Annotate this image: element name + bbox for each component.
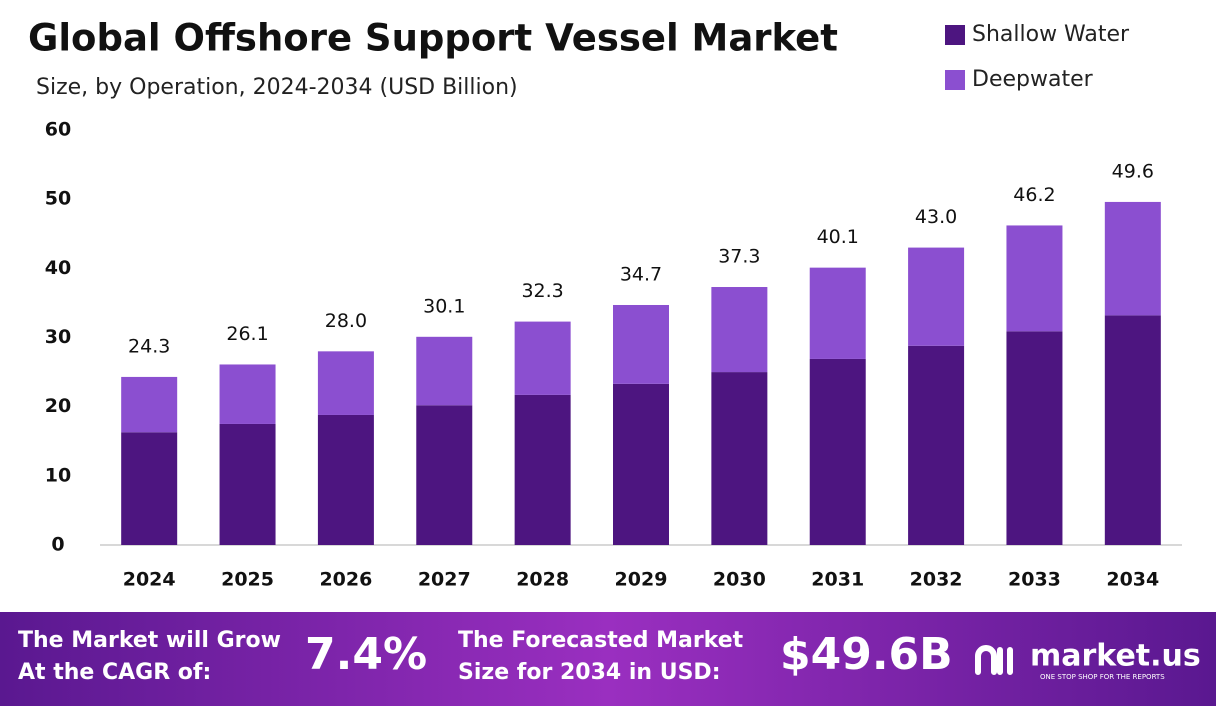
footer-value: $49.6B bbox=[780, 629, 953, 680]
bar-segment bbox=[219, 364, 276, 424]
footer-text: At the CAGR of: bbox=[18, 660, 211, 685]
total-label: 46.2 bbox=[1013, 184, 1055, 206]
bar-segment bbox=[514, 321, 571, 395]
total-label: 30.1 bbox=[423, 295, 465, 317]
footer-text: Size for 2034 in USD: bbox=[458, 660, 721, 685]
bar-segment bbox=[121, 432, 178, 545]
bar-segment bbox=[416, 405, 473, 545]
y-tick-label: 40 bbox=[45, 257, 71, 279]
bar-segment bbox=[219, 423, 276, 545]
y-tick-label: 60 bbox=[45, 119, 71, 141]
bar-segment bbox=[613, 304, 669, 384]
x-tick-label: 2034 bbox=[1106, 569, 1159, 591]
footer-text: The Market will Grow bbox=[18, 628, 281, 653]
x-tick-label: 2033 bbox=[1008, 569, 1061, 591]
bar-segment bbox=[416, 336, 473, 406]
x-tick-label: 2026 bbox=[319, 569, 372, 591]
bar-segment bbox=[809, 358, 866, 545]
total-label: 43.0 bbox=[915, 206, 957, 228]
tagline: ONE STOP SHOP FOR THE REPORTS bbox=[1040, 673, 1165, 681]
total-label: 34.7 bbox=[620, 263, 662, 285]
y-tick-label: 10 bbox=[45, 464, 71, 486]
brand: market.us bbox=[1030, 639, 1201, 674]
total-label: 49.6 bbox=[1112, 160, 1154, 182]
legend-swatch bbox=[945, 25, 965, 45]
total-label: 26.1 bbox=[226, 323, 268, 345]
total-label: 32.3 bbox=[521, 280, 563, 302]
bar-segment bbox=[1006, 225, 1063, 332]
legend-swatch bbox=[945, 70, 965, 90]
total-label: 40.1 bbox=[817, 226, 859, 248]
x-tick-label: 2027 bbox=[418, 569, 471, 591]
chart-title: Global Offshore Support Vessel Market bbox=[28, 17, 838, 60]
total-label: 24.3 bbox=[128, 335, 170, 357]
chart-subtitle: Size, by Operation, 2024-2034 (USD Billi… bbox=[36, 75, 518, 100]
bar-segment bbox=[121, 376, 178, 433]
logo-icon bbox=[975, 645, 1013, 675]
x-tick-label: 2024 bbox=[123, 569, 176, 591]
x-tick-label: 2031 bbox=[811, 569, 864, 591]
footer-value: 7.4% bbox=[305, 629, 427, 680]
bar-segment bbox=[613, 383, 669, 545]
y-tick-label: 30 bbox=[45, 326, 71, 348]
total-label: 37.3 bbox=[718, 246, 760, 268]
bar-segment bbox=[908, 345, 965, 545]
bar-segment bbox=[317, 351, 374, 415]
x-tick-label: 2029 bbox=[615, 569, 668, 591]
legend-label: Deepwater bbox=[972, 67, 1094, 92]
footer-text: The Forecasted Market bbox=[458, 628, 744, 653]
x-tick-label: 2025 bbox=[221, 569, 274, 591]
y-tick-label: 0 bbox=[51, 534, 64, 556]
bar-segment bbox=[809, 267, 866, 359]
bar-segment bbox=[711, 372, 768, 545]
x-tick-label: 2032 bbox=[910, 569, 963, 591]
bar-segment bbox=[711, 287, 768, 373]
x-tick-label: 2030 bbox=[713, 569, 766, 591]
bar-segment bbox=[1104, 315, 1161, 545]
bar-segment bbox=[908, 247, 965, 346]
bar-segment bbox=[1104, 201, 1161, 316]
y-tick-label: 50 bbox=[45, 188, 71, 210]
y-tick-label: 20 bbox=[45, 395, 71, 417]
x-tick-label: 2028 bbox=[516, 569, 569, 591]
footer-banner bbox=[0, 612, 1216, 706]
total-label: 28.0 bbox=[325, 310, 367, 332]
bar-segment bbox=[317, 414, 374, 545]
bar-segment bbox=[1006, 331, 1063, 545]
legend-label: Shallow Water bbox=[972, 22, 1130, 47]
bar-segment bbox=[514, 394, 571, 545]
